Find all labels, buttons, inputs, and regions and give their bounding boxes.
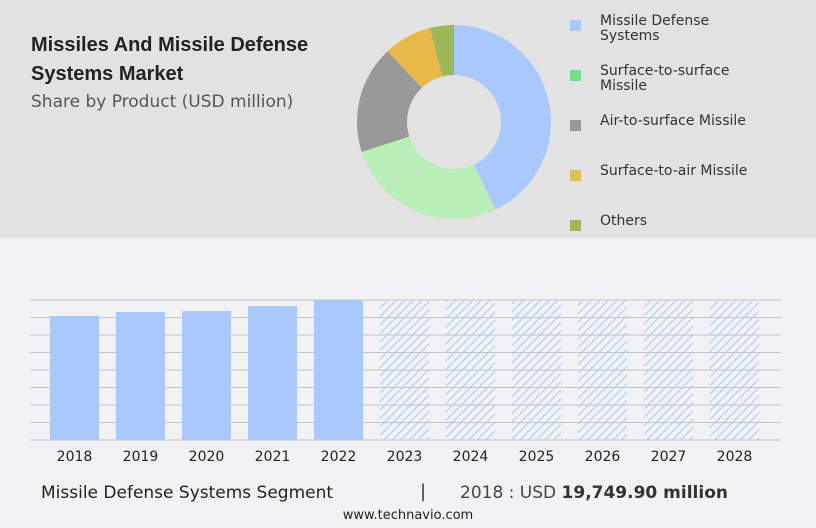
bar-2019 — [116, 312, 165, 440]
donut-chart — [357, 25, 551, 219]
year-label: 2018 : USD — [460, 483, 562, 503]
segment-value: 2018 : USD 19,749.90 million — [460, 483, 728, 503]
bar-chart: 2018 2019 2020 2021 2022 2023 2024 2025 2026 2027… — [30, 299, 781, 465]
legend-label: Surface-to-surface Missile — [600, 63, 730, 94]
forecast-bar-2024 — [446, 300, 495, 440]
x-tick-label: 2019 — [123, 449, 159, 465]
legend-label: Missile Defense Systems — [600, 13, 710, 44]
forecast-bar-2023 — [380, 300, 429, 440]
bar-2018 — [50, 316, 99, 440]
x-tick-label: 2026 — [585, 449, 621, 465]
x-tick-label: 2021 — [255, 449, 291, 465]
forecast-bar-2027 — [644, 300, 693, 440]
x-tick-label: 2022 — [321, 449, 357, 465]
website-url[interactable]: www.technavio.com — [342, 508, 474, 523]
donut-slice-4 — [429, 25, 454, 77]
page-title: Missiles And Missile Defense Systems Mar… — [31, 34, 309, 85]
legend-swatch — [570, 20, 581, 31]
forecast-bar-2025 — [512, 300, 561, 440]
legend-swatch — [570, 70, 581, 81]
x-tick-label: 2028 — [717, 449, 753, 465]
x-tick-label: 2018 — [57, 449, 93, 465]
donut-slice-2 — [357, 51, 422, 152]
forecast-bar-2026 — [578, 300, 627, 440]
legend-label: Air-to-surface Missile — [600, 113, 746, 129]
forecast-bar-2028 — [710, 300, 759, 440]
x-tick-label: 2025 — [519, 449, 555, 465]
value-amount: 19,749.90 million — [561, 483, 728, 503]
bar-2021 — [248, 306, 297, 440]
separator: | — [420, 481, 427, 502]
donut-slice-3 — [387, 28, 443, 88]
legend-swatch — [570, 170, 581, 181]
x-tick-label: 2024 — [453, 449, 489, 465]
donut-slice-0 — [454, 25, 551, 210]
bar-2022 — [314, 300, 363, 440]
segment-label: Missile Defense Systems Segment — [41, 483, 334, 503]
page-subtitle: Share by Product (USD million) — [31, 92, 294, 112]
bar-2020 — [182, 311, 231, 440]
legend-swatch — [570, 120, 581, 131]
donut-slice-1 — [361, 136, 496, 219]
legend-label: Others — [600, 213, 648, 229]
x-tick-label: 2023 — [387, 449, 423, 465]
x-tick-label: 2020 — [189, 449, 225, 465]
legend-swatch — [570, 220, 581, 231]
legend-label: Surface-to-air Missile — [600, 163, 748, 179]
x-tick-label: 2027 — [651, 449, 687, 465]
